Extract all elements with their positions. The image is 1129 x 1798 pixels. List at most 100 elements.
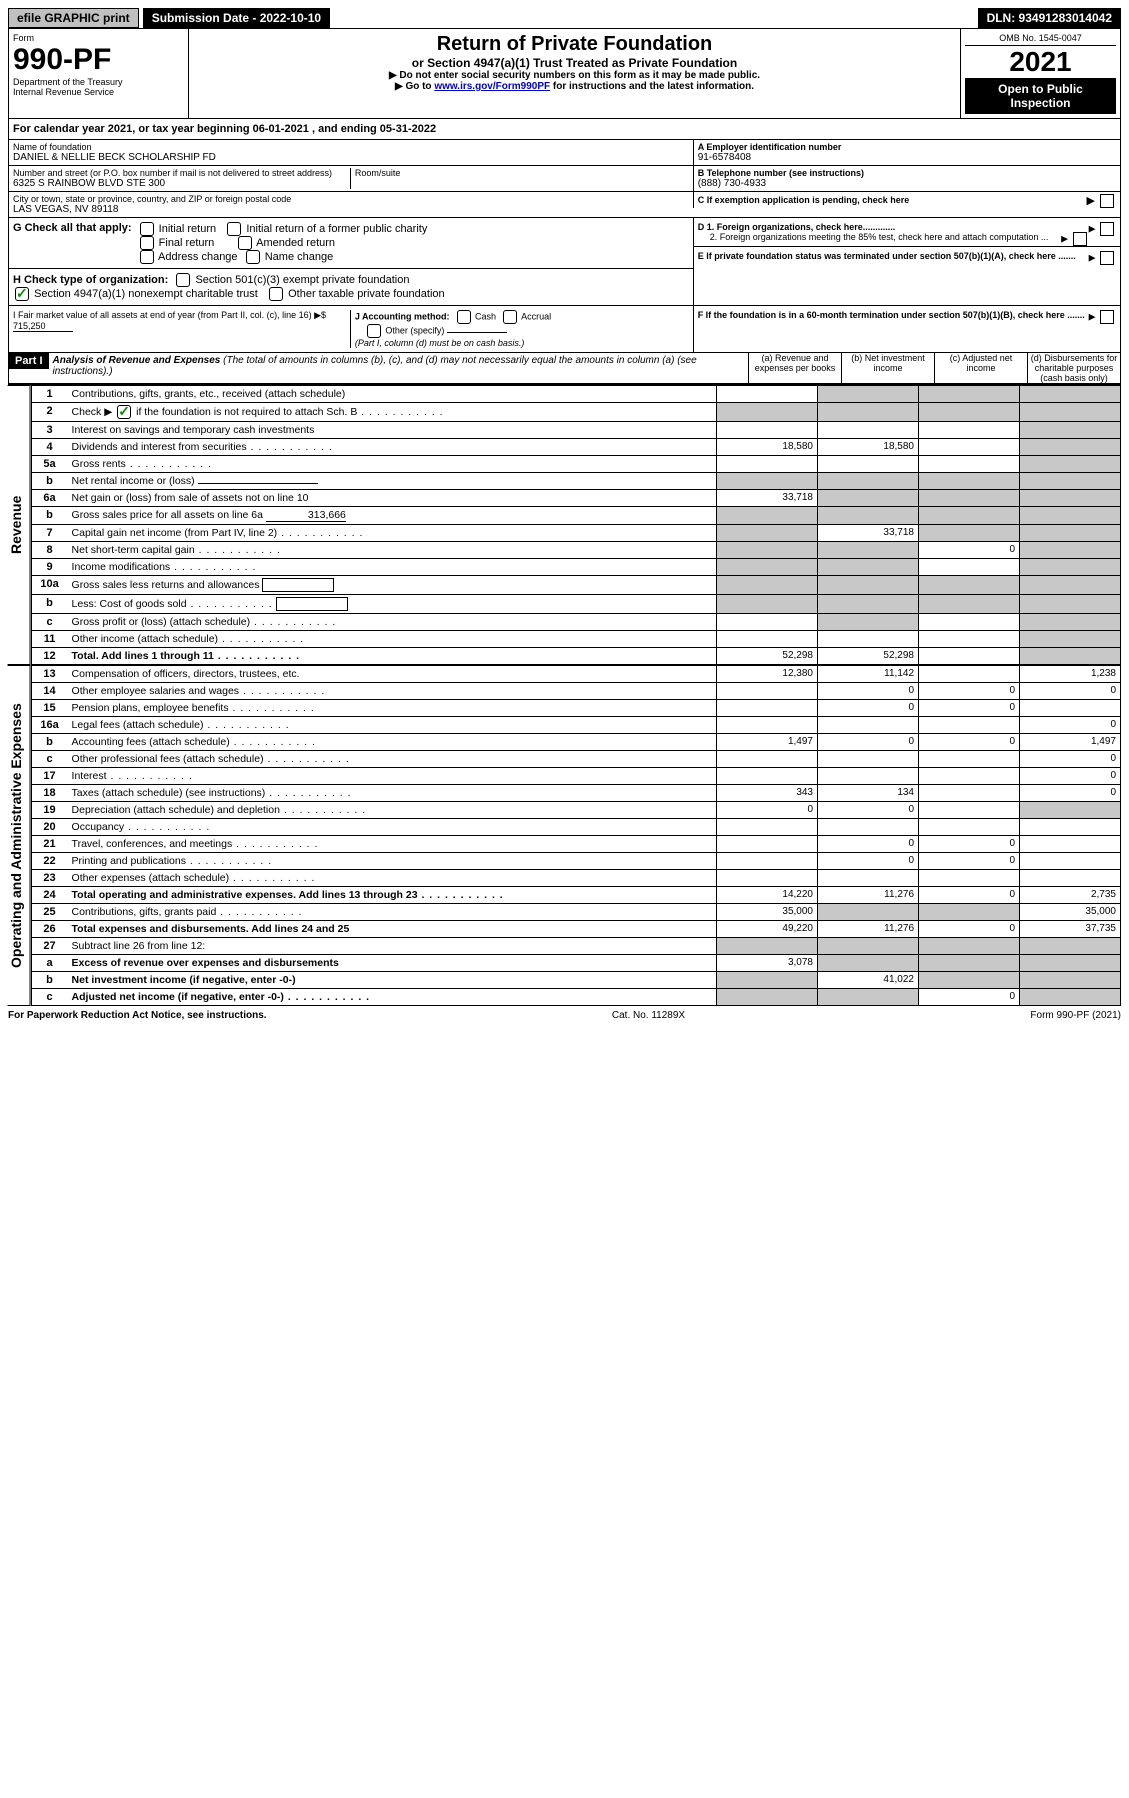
final-return-checkbox[interactable] (140, 236, 154, 250)
table-row: 25Contributions, gifts, grants paid35,00… (31, 904, 1120, 921)
table-row: cOther professional fees (attach schedul… (31, 751, 1120, 768)
table-row: 16aLegal fees (attach schedule)0 (31, 717, 1120, 734)
e-checkbox[interactable] (1100, 251, 1114, 265)
table-row: 6aNet gain or (loss) from sale of assets… (31, 490, 1120, 507)
d1-checkbox[interactable] (1100, 222, 1114, 236)
f-checkbox[interactable] (1100, 310, 1114, 324)
revenue-side-label: Revenue (8, 385, 31, 665)
h-other-label: Other taxable private foundation (288, 288, 445, 300)
e-label: E If private foundation status was termi… (698, 251, 1076, 261)
expenses-table: 13Compensation of officers, directors, t… (31, 665, 1121, 1006)
table-row: cGross profit or (loss) (attach schedule… (31, 614, 1120, 631)
amended-return-label: Amended return (256, 237, 335, 249)
dept-label: Department of the Treasury (13, 77, 184, 87)
d2-label: 2. Foreign organizations meeting the 85%… (710, 232, 1049, 242)
expenses-side-label: Operating and Administrative Expenses (8, 665, 31, 1006)
table-row: 10aGross sales less returns and allowanc… (31, 576, 1120, 595)
revenue-section: Revenue 1Contributions, gifts, grants, e… (8, 384, 1121, 665)
table-row: bLess: Cost of goods sold (31, 595, 1120, 614)
table-row: 5aGross rents (31, 456, 1120, 473)
g-h-section: G Check all that apply: Initial return I… (8, 218, 1121, 306)
address-label: Number and street (or P.O. box number if… (13, 168, 350, 178)
i-label: I Fair market value of all assets at end… (13, 310, 326, 320)
tax-year: 2021 (965, 46, 1116, 78)
j-other-label: Other (specify) (385, 325, 444, 335)
table-row: cAdjusted net income (if negative, enter… (31, 989, 1120, 1006)
table-row: 14Other employee salaries and wages000 (31, 683, 1120, 700)
footer-form: Form 990-PF (2021) (1030, 1010, 1121, 1021)
table-row: bGross sales price for all assets on lin… (31, 507, 1120, 525)
open-public-badge: Open to Public Inspection (965, 78, 1116, 114)
form-subtitle: or Section 4947(a)(1) Trust Treated as P… (193, 56, 956, 70)
schb-checkbox[interactable] (117, 405, 131, 419)
footer-catno: Cat. No. 11289X (612, 1010, 685, 1021)
j-label: J Accounting method: (355, 311, 450, 321)
h-label: H Check type of organization: (13, 274, 168, 286)
table-row: 15Pension plans, employee benefits00 (31, 700, 1120, 717)
revenue-table: 1Contributions, gifts, grants, etc., rec… (31, 385, 1121, 665)
instr-1: ▶ Do not enter social security numbers o… (193, 70, 956, 81)
ein-label: A Employer identification number (698, 142, 1116, 152)
h-4947-checkbox[interactable] (15, 287, 29, 301)
table-row: bNet investment income (if negative, ent… (31, 972, 1120, 989)
col-c-header: (c) Adjusted net income (934, 353, 1027, 383)
filer-info: Name of foundation DANIEL & NELLIE BECK … (8, 140, 1121, 218)
efile-print-button[interactable]: efile GRAPHIC print (8, 8, 139, 28)
c-checkbox[interactable] (1100, 194, 1114, 208)
name-change-checkbox[interactable] (246, 250, 260, 264)
g-label: G Check all that apply: (13, 222, 132, 234)
initial-former-label: Initial return of a former public charit… (246, 223, 427, 235)
j-other-checkbox[interactable] (367, 324, 381, 338)
address-change-checkbox[interactable] (140, 250, 154, 264)
ein-value: 91-6578408 (698, 152, 1116, 163)
h-other-checkbox[interactable] (269, 287, 283, 301)
table-row: 12Total. Add lines 1 through 1152,29852,… (31, 648, 1120, 665)
part1-badge: Part I (9, 353, 49, 369)
j-cash-checkbox[interactable] (457, 310, 471, 324)
i-j-f-section: I Fair market value of all assets at end… (8, 306, 1121, 353)
table-row: 20Occupancy (31, 819, 1120, 836)
name-change-label: Name change (265, 251, 334, 263)
table-row: 18Taxes (attach schedule) (see instructi… (31, 785, 1120, 802)
table-row: 17Interest0 (31, 768, 1120, 785)
table-row: 22Printing and publications00 (31, 853, 1120, 870)
form990pf-link[interactable]: www.irs.gov/Form990PF (434, 81, 550, 92)
table-row: aExcess of revenue over expenses and dis… (31, 955, 1120, 972)
initial-return-label: Initial return (159, 223, 216, 235)
table-row: 26Total expenses and disbursements. Add … (31, 921, 1120, 938)
j-cash-label: Cash (475, 311, 496, 321)
i-value: 715,250 (13, 321, 73, 332)
j-note: (Part I, column (d) must be on cash basi… (355, 338, 525, 348)
table-row: bNet rental income or (loss) (31, 473, 1120, 490)
form-header: Form 990-PF Department of the Treasury I… (8, 28, 1121, 119)
table-row: 24Total operating and administrative exp… (31, 887, 1120, 904)
col-a-header: (a) Revenue and expenses per books (748, 353, 841, 383)
h-4947-label: Section 4947(a)(1) nonexempt charitable … (34, 288, 258, 300)
initial-former-checkbox[interactable] (227, 222, 241, 236)
table-row: 7Capital gain net income (from Part IV, … (31, 525, 1120, 542)
h-501c3-label: Section 501(c)(3) exempt private foundat… (195, 274, 409, 286)
d1-label: D 1. Foreign organizations, check here..… (698, 222, 896, 232)
col-d-header: (d) Disbursements for charitable purpose… (1027, 353, 1120, 383)
table-row: 13Compensation of officers, directors, t… (31, 666, 1120, 683)
expenses-section: Operating and Administrative Expenses 13… (8, 665, 1121, 1006)
h-501c3-checkbox[interactable] (176, 273, 190, 287)
table-row: 27Subtract line 26 from line 12: (31, 938, 1120, 955)
j-accrual-checkbox[interactable] (503, 310, 517, 324)
d2-checkbox[interactable] (1073, 232, 1087, 246)
tel-label: B Telephone number (see instructions) (698, 168, 1116, 178)
form-title: Return of Private Foundation (193, 33, 956, 56)
amended-return-checkbox[interactable] (238, 236, 252, 250)
table-row: 19Depreciation (attach schedule) and dep… (31, 802, 1120, 819)
initial-return-checkbox[interactable] (140, 222, 154, 236)
instr2-pre: ▶ Go to (395, 81, 434, 92)
top-bar: efile GRAPHIC print Submission Date - 20… (8, 8, 1121, 28)
table-row: 3Interest on savings and temporary cash … (31, 422, 1120, 439)
city-label: City or town, state or province, country… (13, 194, 689, 204)
city-value: LAS VEGAS, NV 89118 (13, 204, 689, 215)
f-label: F If the foundation is in a 60-month ter… (698, 310, 1085, 320)
room-label: Room/suite (355, 168, 689, 178)
part1-header-row: Part I Analysis of Revenue and Expenses … (8, 353, 1121, 384)
c-label: C If exemption application is pending, c… (698, 195, 910, 205)
table-row: 23Other expenses (attach schedule) (31, 870, 1120, 887)
